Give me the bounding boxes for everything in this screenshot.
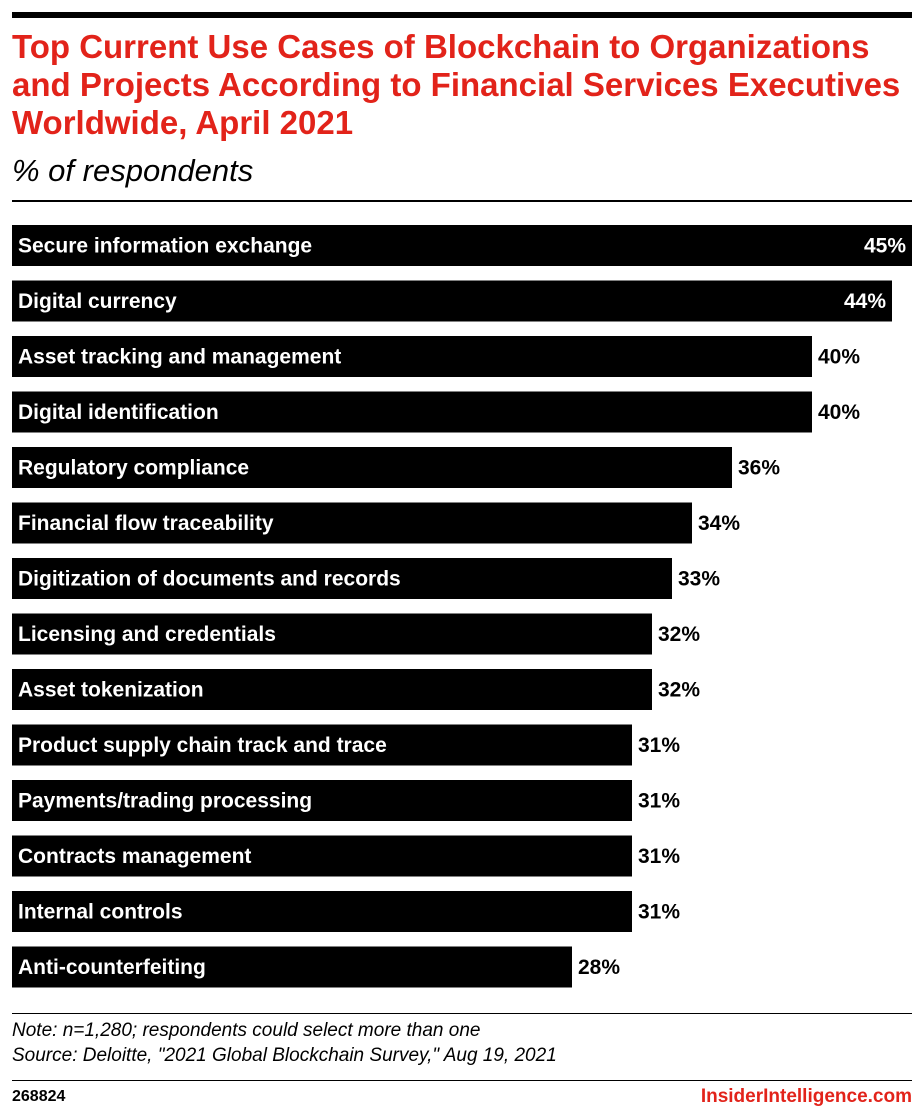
category-label: Internal controls — [18, 901, 183, 924]
bar — [12, 391, 812, 433]
category-label: Regulatory compliance — [18, 457, 249, 480]
category-label: Product supply chain track and trace — [18, 734, 387, 757]
bar-row: Regulatory compliance 36% — [12, 447, 780, 488]
category-label: Asset tokenization — [18, 679, 204, 702]
category-label: Asset tracking and management — [18, 346, 341, 369]
subtitle-rule — [12, 200, 912, 202]
category-label: Digital identification — [18, 401, 219, 424]
bar — [12, 835, 632, 877]
value-label: 44% — [844, 290, 886, 313]
chart-source: Source: Deloitte, "2021 Global Blockchai… — [12, 1045, 557, 1066]
value-label: 45% — [864, 235, 906, 258]
bar — [12, 502, 692, 544]
bar — [12, 946, 572, 988]
chart-id: 268824 — [12, 1088, 66, 1105]
chart-note: Note: n=1,280; respondents could select … — [12, 1020, 481, 1041]
value-label: 31% — [638, 790, 680, 813]
bar-row: Anti-counterfeiting 28% — [12, 946, 620, 988]
value-label: 28% — [578, 956, 620, 979]
value-label: 32% — [658, 679, 700, 702]
bar — [12, 891, 632, 932]
bar-row: Product supply chain track and trace 31% — [12, 724, 680, 766]
category-label: Contracts management — [18, 845, 251, 868]
category-label: Secure information exchange — [18, 235, 312, 258]
value-label: 31% — [638, 845, 680, 868]
category-label: Financial flow traceability — [18, 512, 274, 535]
bar — [12, 613, 652, 655]
bar — [12, 780, 632, 821]
bar — [12, 669, 652, 710]
bar-row: Asset tracking and management 40% — [12, 336, 860, 377]
bar — [12, 558, 672, 599]
value-label: 31% — [638, 901, 680, 924]
chart-title: Top Current Use Cases of Blockchain to O… — [12, 28, 901, 141]
bar — [12, 447, 732, 488]
value-label: 31% — [638, 734, 680, 757]
brand-link[interactable]: InsiderIntelligence.com — [700, 1086, 912, 1107]
value-label: 36% — [738, 457, 780, 480]
bar-row: Digitization of documents and records 33% — [12, 558, 720, 599]
value-label: 40% — [818, 346, 860, 369]
category-label: Payments/trading processing — [18, 790, 312, 813]
bar-row: Internal controls 31% — [12, 891, 680, 932]
bar — [12, 225, 912, 266]
value-label: 32% — [658, 623, 700, 646]
value-label: 33% — [678, 568, 720, 591]
value-label: 34% — [698, 512, 740, 535]
top-rule — [12, 12, 912, 18]
bar-row: Digital identification 40% — [12, 391, 860, 433]
bar — [12, 336, 812, 377]
bar — [12, 280, 892, 322]
bar — [12, 724, 632, 766]
chart-subtitle: % of respondents — [12, 153, 254, 188]
footer-rule — [12, 1080, 912, 1081]
chart-bottom-rule — [12, 1013, 912, 1014]
bar-row: Payments/trading processing 31% — [12, 780, 680, 821]
bar-row: Licensing and credentials 32% — [12, 613, 700, 655]
value-label: 40% — [818, 401, 860, 424]
category-label: Licensing and credentials — [18, 623, 276, 646]
bar-row: Contracts management 31% — [12, 835, 680, 877]
category-label: Digitization of documents and records — [18, 568, 401, 591]
bar-row: Asset tokenization 32% — [12, 669, 700, 710]
category-label: Digital currency — [18, 290, 177, 313]
category-label: Anti-counterfeiting — [18, 956, 206, 979]
bar-row: Secure information exchange 45% — [12, 225, 912, 266]
bar-chart: Secure information exchange 45% Digital cu… — [12, 225, 912, 988]
bar-row: Financial flow traceability 34% — [12, 502, 740, 544]
bar-row: Digital currency 44% — [12, 280, 892, 322]
